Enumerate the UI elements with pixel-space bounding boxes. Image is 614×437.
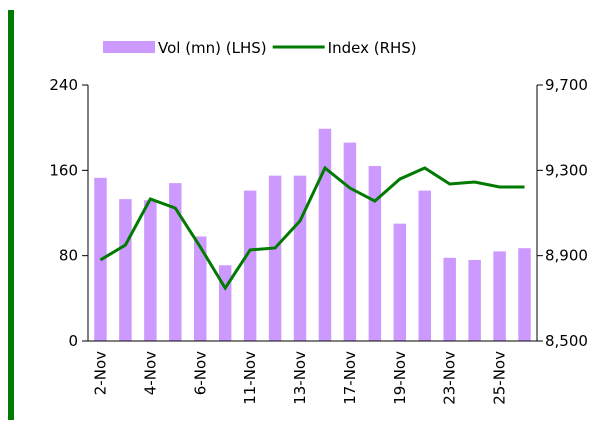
x-tick-label: 6-Nov [191, 351, 209, 395]
bar [318, 128, 332, 341]
y-tick-label: 0 [68, 332, 78, 350]
bar [443, 257, 456, 341]
x-tick-label: 11-Nov [241, 351, 259, 405]
bar [368, 166, 382, 341]
y2-tick-label: 9,700 [545, 76, 588, 94]
bar [343, 142, 357, 341]
y2-tick-label: 8,500 [545, 332, 588, 350]
y-tick-label: 160 [49, 161, 78, 179]
bar [518, 248, 531, 341]
bar [144, 200, 157, 341]
x-tick-label: 23-Nov [441, 351, 459, 405]
y-tick-label: 80 [59, 247, 78, 265]
bar [418, 190, 431, 341]
bar [268, 175, 282, 341]
x-tick-label: 17-Nov [341, 351, 359, 405]
y-tick-label: 240 [49, 76, 78, 94]
legend-swatch [103, 41, 155, 53]
y2-tick-label: 9,300 [545, 161, 588, 179]
bar [169, 183, 182, 341]
legend-label: Index (RHS) [328, 39, 417, 57]
x-tick-label: 13-Nov [291, 351, 309, 405]
bar [119, 199, 132, 341]
x-tick-label: 19-Nov [391, 351, 409, 405]
bar [293, 175, 307, 341]
bar [218, 265, 232, 341]
x-tick-label: 25-Nov [491, 351, 509, 405]
bar [468, 259, 481, 341]
y2-tick-label: 8,900 [545, 247, 588, 265]
bar [243, 190, 257, 341]
line [99, 165, 525, 291]
accent-bar [8, 10, 14, 420]
bar [393, 223, 407, 341]
legend-label: Vol (mn) (LHS) [158, 39, 267, 57]
bar [194, 236, 207, 341]
x-tick-label: 2-Nov [91, 351, 109, 395]
bar [493, 251, 506, 341]
x-tick-label: 4-Nov [141, 351, 159, 395]
